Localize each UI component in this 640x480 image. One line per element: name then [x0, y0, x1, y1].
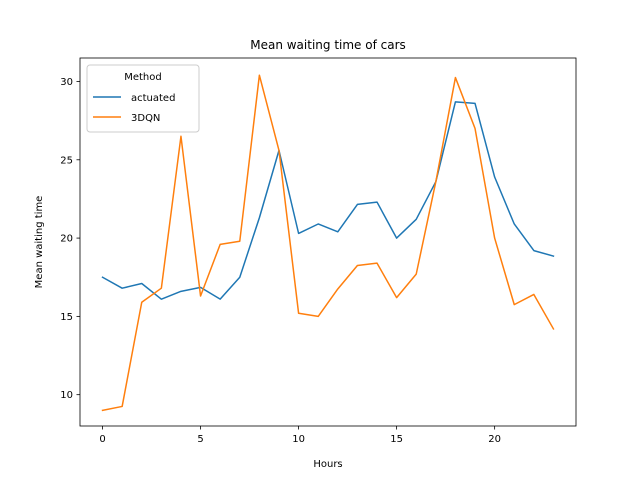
y-tick-label: 20 — [60, 234, 73, 245]
series-layer — [101, 74, 555, 412]
chart-title: Mean waiting time of cars — [250, 38, 406, 52]
legend-label-actuated: actuated — [131, 93, 175, 104]
x-axis-ticks: 0 5 10 15 20 — [99, 426, 501, 445]
legend: Method actuated 3DQN — [86, 64, 200, 133]
x-tick-label: 10 — [292, 434, 305, 445]
y-tick-label: 10 — [60, 390, 73, 401]
y-tick-label: 25 — [60, 155, 73, 166]
y-axis-ticks: 10 15 20 25 30 — [60, 77, 80, 401]
legend-title: Method — [124, 72, 162, 83]
legend-box — [86, 64, 200, 133]
y-axis-label: Mean waiting time — [34, 196, 45, 289]
legend-label-3dqn: 3DQN — [131, 113, 160, 124]
x-tick-label: 15 — [390, 434, 403, 445]
x-tick-label: 0 — [99, 434, 105, 445]
series-line-actuated — [101, 101, 555, 300]
y-tick-label: 15 — [60, 312, 73, 323]
x-tick-label: 5 — [197, 434, 203, 445]
x-axis-label: Hours — [313, 459, 342, 470]
x-tick-label: 20 — [488, 434, 501, 445]
y-tick-label: 30 — [60, 77, 73, 88]
plot-area-frame — [79, 57, 577, 427]
series-line-3dqn — [101, 74, 555, 412]
